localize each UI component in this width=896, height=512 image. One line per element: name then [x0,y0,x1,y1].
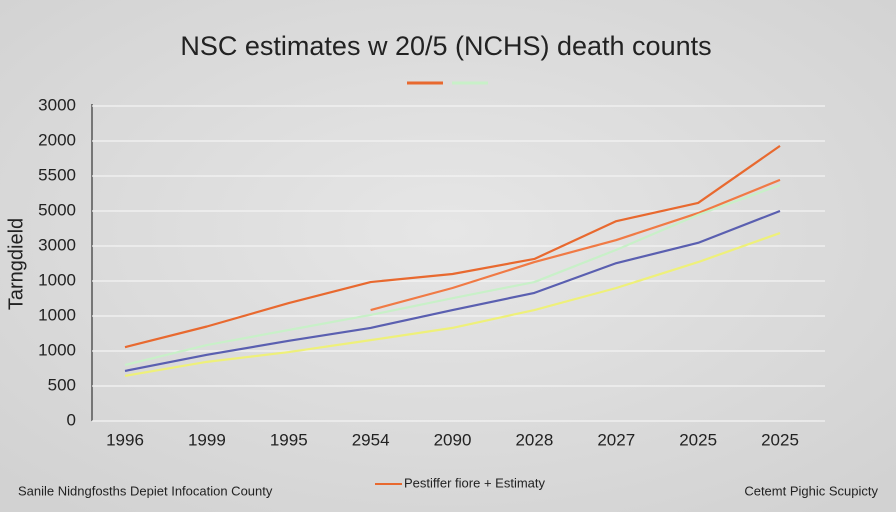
series-line [124,184,781,367]
footer-right: Cetemt Pighic Scupicty [744,483,878,498]
series-line [124,209,781,373]
y-tick-label: 2000 [38,130,76,149]
x-tick-label: 2090 [434,430,472,449]
y-tick-label: 5500 [38,165,76,184]
x-tick-label: 2025 [761,430,799,449]
y-tick-label: 500 [48,375,76,394]
x-tick-label: 1996 [106,430,144,449]
y-tick-label: 1000 [38,270,76,289]
y-tick-label: 3000 [38,95,76,114]
x-tick-label: 2028 [515,430,553,449]
y-axis-label: Tarngdield [5,218,27,310]
x-tick-label: 2027 [597,430,635,449]
chart-title: NSC estimates w 20/5 (NCHS) death counts [180,31,711,61]
y-tick-label: 1000 [38,340,76,359]
series-line [124,144,781,349]
x-tick-label: 1995 [270,430,308,449]
x-tick-label: 2954 [352,430,390,449]
series-line [370,178,781,312]
x-tick-label: 1999 [188,430,226,449]
y-tick-label: 1000 [38,305,76,324]
x-tick-label: 2025 [679,430,717,449]
y-tick-label: 0 [67,410,76,429]
series-line [124,232,781,377]
y-tick-label: 3000 [38,235,76,254]
footer-left: Sanile Nidngfosths Depiet Infocation Cou… [18,483,273,498]
footer-legend: Pestiffer fiore + Estimaty [404,475,546,490]
y-tick-label: 5000 [38,200,76,219]
